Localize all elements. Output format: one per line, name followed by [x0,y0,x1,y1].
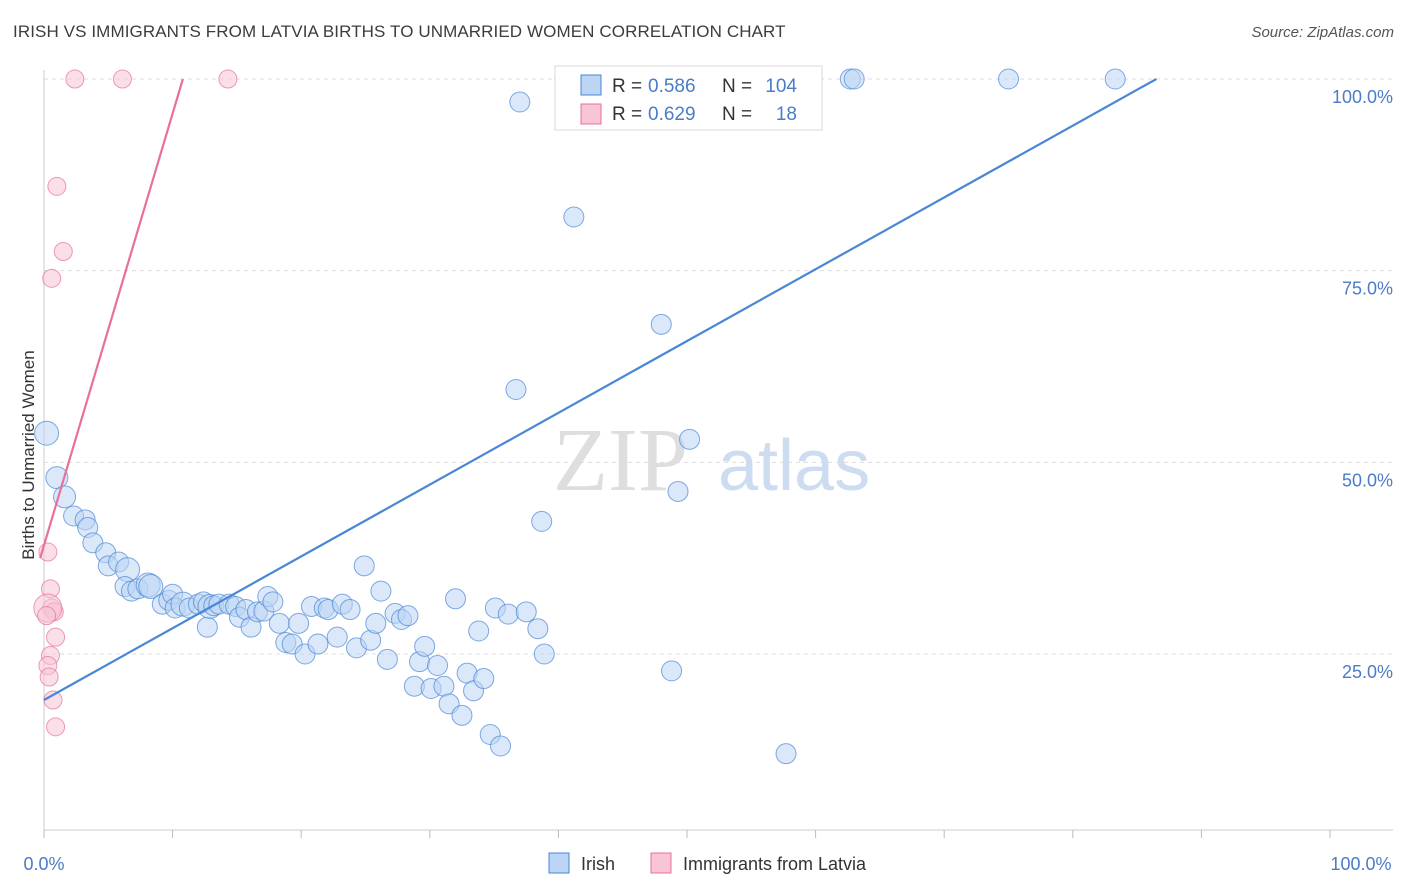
latvia-point-4 [53,242,73,261]
irish-point-70 [473,668,495,690]
irish-point-37 [268,612,290,634]
legend-bottom-irish-swatch [548,852,570,874]
legend-bottom-irish-label: Irish [581,854,615,874]
y-tick-label-100: 100.0% [1332,87,1393,107]
watermark-atlas: atlas [718,426,870,506]
y-tick-label-50: 50.0% [1342,470,1393,490]
irish-point-15 [138,574,164,600]
irish-point-40 [288,612,310,634]
series-latvia-points [33,69,238,737]
legend-irish-r-label: R = [612,76,642,97]
irish-point-100 [1104,68,1126,90]
irish-point-62 [427,655,449,676]
legend-top: R = 0.586 N = 104 R = 0.629 N = 18 [554,65,823,131]
legend-latvia-n-label: N = [722,104,752,125]
irish-point-66 [451,704,473,726]
watermark-zip: ZIP [553,411,688,510]
chart-title: IRISH VS IMMIGRANTS FROM LATVIA BIRTHS T… [13,22,786,41]
irish-point-77 [531,510,553,532]
x-tick-label-min: 0.0% [23,854,64,874]
legend-latvia-r-label: R = [612,104,642,125]
irish-point-60 [414,635,436,657]
irish-point-57 [397,605,419,627]
watermark: ZIP atlas [553,411,870,510]
irish-point-46 [326,626,348,648]
x-tick-label-max: 100.0% [1330,854,1391,874]
latvia-point-0 [65,69,85,89]
irish-trendline [43,78,1157,701]
legend-irish-n-label: N = [722,76,752,97]
legend-latvia-n-value: 18 [776,104,797,125]
series-irish-points [34,68,1126,765]
legend-latvia-r-value: 0.629 [648,104,696,125]
irish-point-48 [339,599,361,621]
irish-point-76 [527,618,549,640]
irish-point-53 [370,580,392,602]
y-tick-label-25: 25.0% [1342,662,1393,682]
irish-point-74 [497,603,519,625]
y-tick-label-75: 75.0% [1342,279,1393,299]
irish-point-75 [515,601,537,623]
legend-latvia-swatch [580,103,602,125]
irish-point-73 [490,735,512,757]
trendlines [39,78,1157,701]
irish-point-36 [262,591,284,613]
irish-point-52 [365,612,387,634]
irish-point-84 [679,428,701,450]
x-axis-ticks [43,830,1331,838]
irish-point-78 [533,643,555,665]
latvia-point-2 [218,69,238,89]
latvia-point-1 [112,69,132,89]
irish-point-50 [353,555,375,577]
irish-point-0 [34,420,60,446]
irish-point-98 [843,68,865,90]
latvia-point-3 [47,176,67,196]
irish-point-54 [376,648,398,670]
latvia-point-17 [46,717,66,737]
gridlines [44,78,1393,655]
legend-irish-r-value: 0.586 [648,76,696,97]
legend-bottom: Irish Immigrants from Latvia [548,852,867,874]
latvia-trendline [39,78,184,559]
irish-point-69 [468,620,490,642]
irish-point-99 [998,68,1019,90]
legend-irish-swatch [580,74,602,96]
irish-point-82 [650,313,672,335]
irish-point-86 [775,743,797,765]
irish-point-83 [667,480,689,502]
latvia-point-15 [39,667,59,687]
latvia-point-5 [42,268,62,288]
legend-bottom-latvia-label: Immigrants from Latvia [683,854,867,874]
latvia-point-11 [37,606,57,626]
chart-source: Source: ZipAtlas.com [1251,24,1394,41]
irish-point-63 [433,675,455,697]
irish-point-80 [509,91,531,113]
y-axis-tick-labels: 25.0% 50.0% 75.0% 100.0% [1332,87,1393,682]
irish-point-43 [307,633,329,655]
axes [43,70,1393,831]
irish-point-85 [661,660,683,682]
y-axis-label: Births to Unmarried Women [19,350,38,559]
irish-point-79 [563,206,585,228]
irish-point-65 [445,588,467,610]
irish-point-24 [196,616,218,638]
legend-bottom-latvia-swatch [650,852,672,874]
latvia-point-12 [46,627,66,647]
legend-irish-n-value: 104 [765,76,797,97]
irish-point-81 [505,379,527,400]
latvia-point-16 [43,690,63,710]
